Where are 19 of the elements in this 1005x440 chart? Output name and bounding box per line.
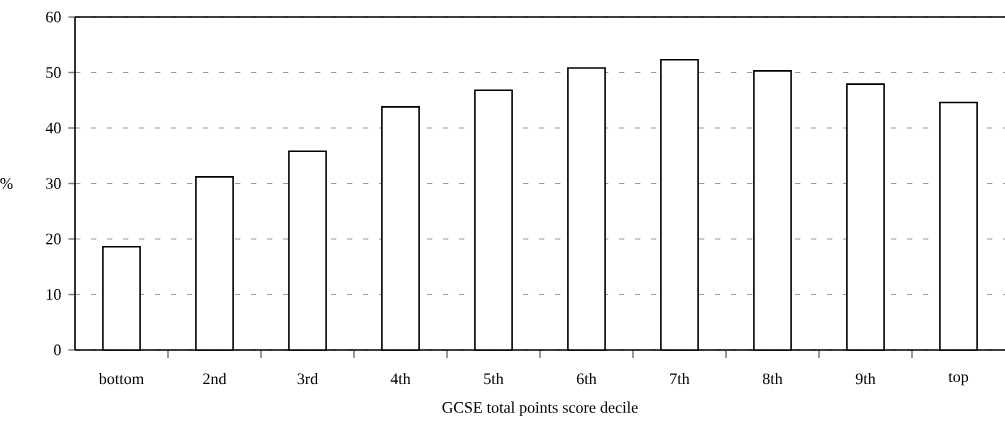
- y-tick-label: 30: [46, 178, 61, 189]
- y-tick-label: 20: [46, 233, 61, 245]
- y-tick-label: 10: [46, 289, 61, 300]
- y-tick-label: 50: [46, 67, 61, 78]
- x-tick-label: 9th: [855, 372, 876, 385]
- x-tick-label: 2nd: [203, 372, 227, 385]
- x-tick-label: 3rd: [297, 372, 318, 385]
- y-tick-label: 60: [46, 11, 61, 23]
- x-tick-label: 8th: [762, 372, 783, 385]
- y-tick-label: 40: [45, 122, 61, 134]
- y-tick-label: 0: [54, 344, 61, 356]
- x-tick-label: top: [948, 372, 969, 386]
- x-tick-label: bottom: [98, 372, 144, 385]
- x-tick-label: 4th: [390, 372, 411, 385]
- x-axis-title: GCSE total points score decile: [442, 401, 638, 417]
- x-tick-label: 6th: [576, 372, 597, 385]
- x-tick-label: 5th: [484, 372, 504, 385]
- y-axis-title: %: [0, 178, 13, 189]
- x-tick-label: 7th: [670, 372, 690, 385]
